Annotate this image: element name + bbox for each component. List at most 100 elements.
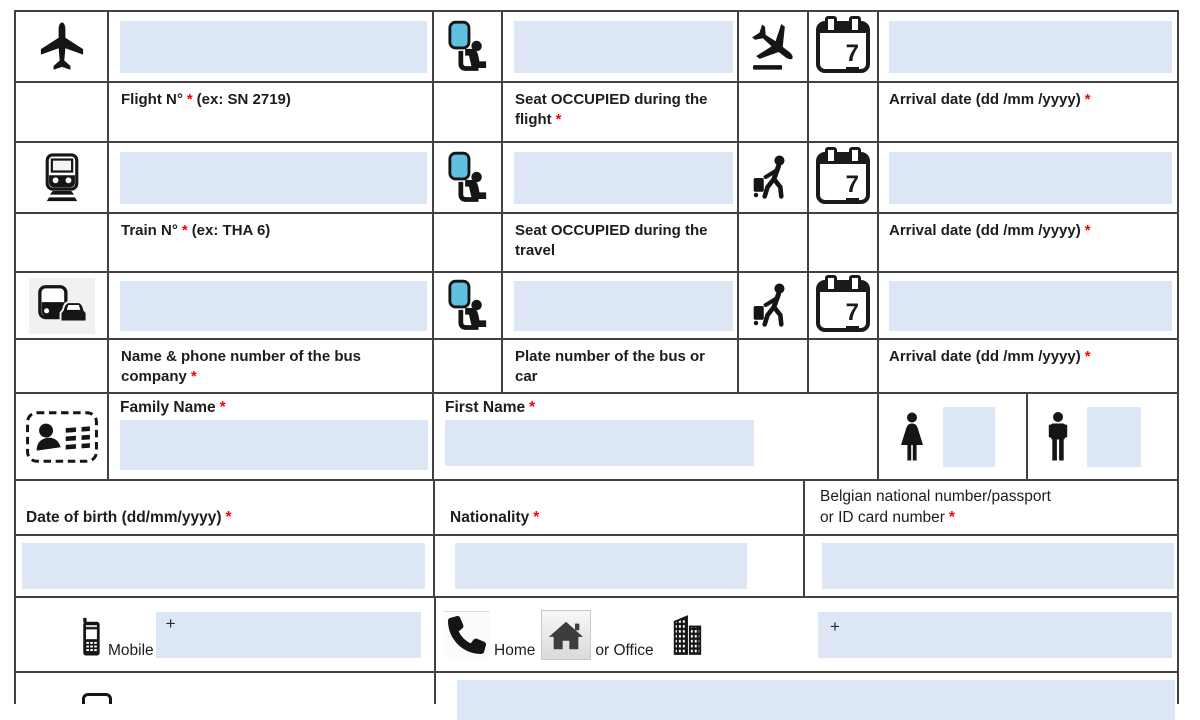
bus-company-input[interactable] <box>120 280 427 331</box>
flight-mode-cell <box>16 12 109 81</box>
national-number-input-cell <box>805 536 1179 596</box>
landline-prefix: + <box>830 616 840 636</box>
flight-arrival-cell <box>879 12 1179 81</box>
phone-handset-icon <box>444 611 490 658</box>
bus-mode-cell <box>16 273 109 338</box>
calendar-icon: 7 <box>816 146 870 204</box>
female-icon <box>899 408 925 466</box>
empty-cell <box>16 340 109 392</box>
required-asterisk: * <box>190 367 197 385</box>
bus-arrival-date-input[interactable] <box>889 280 1172 331</box>
bus-company-label: Name & phone number of the bus company * <box>109 340 434 392</box>
mobile-phone-icon <box>80 617 104 657</box>
train-arrival-date-input[interactable] <box>889 151 1172 204</box>
nationality-label: Nationality * <box>435 481 805 534</box>
female-cell <box>879 394 1028 479</box>
flight-number-label: Flight N° * (ex: SN 2719) <box>109 83 434 141</box>
plane-landing-icon <box>744 18 802 76</box>
train-input-row: 7 <box>16 143 1179 214</box>
bus-seat-icon-cell <box>434 273 503 338</box>
airplane-icon <box>35 20 89 74</box>
national-number-input[interactable] <box>822 543 1174 589</box>
train-number-label: Train N° * (ex: THA 6) <box>109 214 434 271</box>
nationality-input[interactable] <box>455 543 747 589</box>
calendar-day-number: 7 <box>845 39 859 67</box>
bus-plate-input[interactable] <box>514 280 733 331</box>
date-of-birth-input[interactable] <box>22 543 425 589</box>
empty-cell <box>739 83 809 141</box>
first-name-label: First Name * <box>445 399 536 416</box>
flight-number-input[interactable] <box>120 20 427 73</box>
calendar-icon: 7 <box>816 15 870 73</box>
flight-arrival-icon-cell <box>739 12 809 81</box>
family-name-input[interactable] <box>120 420 428 470</box>
flight-arrival-date-input[interactable] <box>889 20 1172 73</box>
male-checkbox[interactable] <box>1087 406 1141 467</box>
bottom-row-input[interactable] <box>457 680 1175 720</box>
male-icon <box>1047 408 1069 466</box>
flight-labels-row: Flight N° * (ex: SN 2719) Seat OCCUPIED du… <box>16 83 1179 143</box>
landline-cell: Home or Office <box>436 598 1179 671</box>
train-number-input[interactable] <box>120 151 427 204</box>
train-seat-input[interactable] <box>514 151 733 204</box>
flight-arrival-label: Arrival date (dd /mm /yyyy) * <box>879 83 1179 141</box>
flight-number-cell <box>109 12 434 81</box>
required-asterisk: * <box>529 399 536 416</box>
bus-plate-label: Plate number of the bus or car <box>503 340 739 392</box>
required-asterisk: * <box>225 509 232 526</box>
empty-cell <box>434 214 503 271</box>
seat-occupied-icon <box>447 150 489 206</box>
empty-cell <box>16 214 109 271</box>
required-asterisk: * <box>181 222 188 239</box>
bus-company-cell <box>109 273 434 338</box>
train-mode-cell <box>16 143 109 212</box>
required-asterisk: * <box>186 91 193 108</box>
required-asterisk: * <box>533 509 540 526</box>
nationality-input-cell <box>435 536 805 596</box>
flight-input-row: 7 <box>16 12 1179 83</box>
train-traveler-icon-cell <box>739 143 809 212</box>
train-arrival-label: Arrival date (dd /mm /yyyy) * <box>879 214 1179 271</box>
train-seat-label: Seat OCCUPIED during the travel <box>503 214 739 271</box>
calendar-day-number: 7 <box>845 170 859 198</box>
id-card-cell <box>16 394 109 479</box>
first-name-input[interactable] <box>445 420 754 466</box>
empty-cell <box>809 340 879 392</box>
required-asterisk: * <box>1084 91 1091 108</box>
partial-icon <box>82 693 112 704</box>
train-seat-cell <box>503 143 739 212</box>
required-asterisk: * <box>219 399 226 416</box>
traveler-luggage-icon <box>750 281 796 331</box>
flight-seat-input[interactable] <box>514 20 733 73</box>
dob-inputs-row <box>16 536 1179 598</box>
first-name-cell: First Name * <box>434 394 879 479</box>
female-checkbox[interactable] <box>943 406 995 467</box>
office-buildings-icon <box>670 614 704 656</box>
required-asterisk: * <box>1084 222 1091 239</box>
bus-calendar-cell: 7 <box>809 273 879 338</box>
seat-occupied-icon <box>447 19 489 75</box>
empty-cell <box>434 340 503 392</box>
flight-seat-label: Seat OCCUPIED during the flight * <box>503 83 739 141</box>
train-labels-row: Train N° * (ex: THA 6) Seat OCCUPIED durin… <box>16 214 1179 273</box>
family-name-label: Family Name * <box>120 399 226 416</box>
landline-phone-input[interactable]: + <box>818 611 1172 658</box>
empty-cell <box>809 83 879 141</box>
bottom-icon-cell <box>16 673 436 704</box>
train-icon <box>38 151 86 205</box>
bus-car-icon <box>28 277 95 334</box>
bus-input-row: 7 <box>16 273 1179 340</box>
bus-traveler-icon-cell <box>739 273 809 338</box>
flight-calendar-cell: 7 <box>809 12 879 81</box>
home-icon <box>541 609 592 660</box>
male-cell <box>1028 394 1179 479</box>
dob-input-cell <box>16 536 435 596</box>
bus-arrival-cell <box>879 273 1179 338</box>
train-number-cell <box>109 143 434 212</box>
mobile-label: Mobile <box>108 642 154 659</box>
flight-seat-cell <box>503 12 739 81</box>
mobile-phone-input[interactable]: + <box>155 611 421 658</box>
calendar-day-number: 7 <box>845 298 859 326</box>
empty-cell <box>16 83 109 141</box>
office-label: or Office <box>595 642 654 659</box>
